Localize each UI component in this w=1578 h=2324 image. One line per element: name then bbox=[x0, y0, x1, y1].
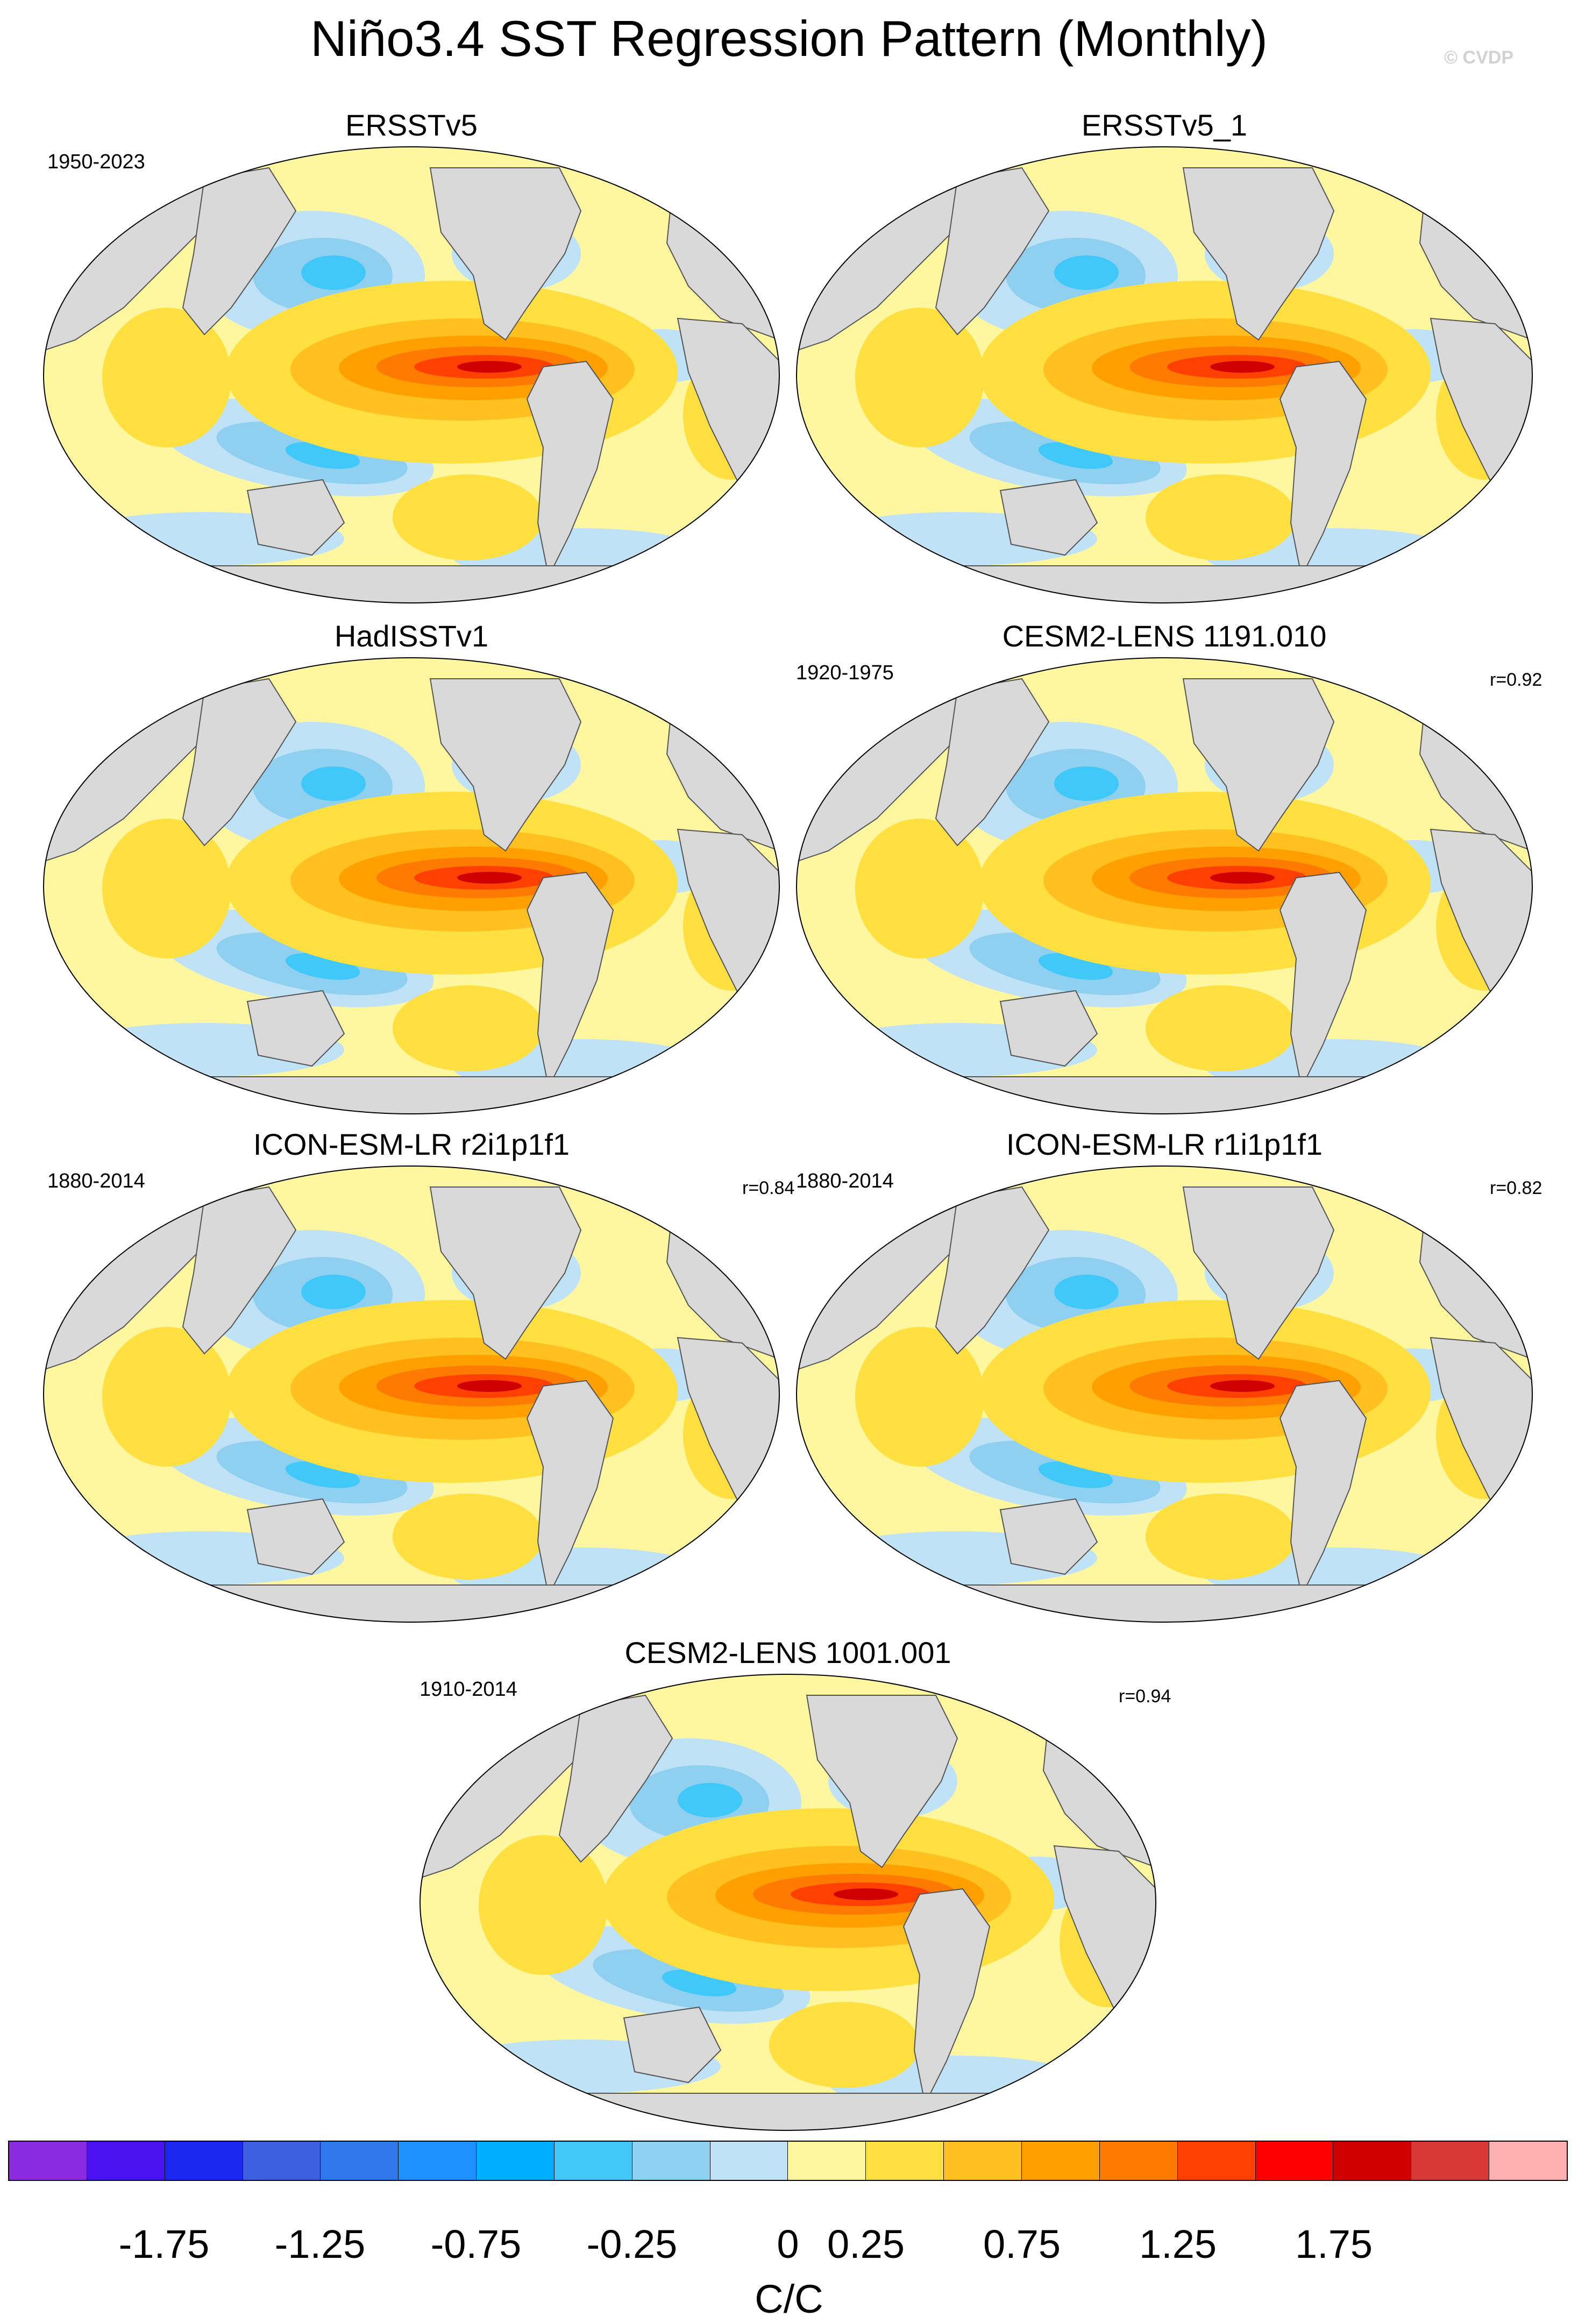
colorbar-swatch bbox=[1021, 2142, 1100, 2180]
figure-title: Niño3.4 SST Regression Pattern (Monthly) bbox=[310, 10, 1268, 67]
panel-title: CESM2-LENS 1191.010 bbox=[1002, 619, 1327, 653]
map-panel: ERSSTv5 bbox=[22, 108, 801, 608]
colorbar-tick-label: 0.75 bbox=[983, 2222, 1061, 2266]
colorbar-tick-label: 0 bbox=[777, 2222, 799, 2266]
colorbar-swatch bbox=[1411, 2142, 1490, 2180]
sst-regression-map bbox=[796, 1165, 1533, 1623]
colorbar-tick-label: 1.75 bbox=[1295, 2222, 1373, 2266]
colorbar-units: C/C bbox=[755, 2277, 823, 2321]
map-panel: CESM2-LENS 1191.010 bbox=[774, 619, 1554, 1119]
colorbar-swatch bbox=[9, 2142, 87, 2180]
panel-title: ERSSTv5_1 bbox=[1081, 108, 1248, 142]
colorbar-tick-label: -1.25 bbox=[274, 2222, 366, 2266]
colorbar-tick-label: -1.75 bbox=[118, 2222, 210, 2266]
colorbar-swatch bbox=[477, 2142, 555, 2180]
colorbar-swatch bbox=[1333, 2142, 1412, 2180]
colorbar-swatch bbox=[788, 2142, 866, 2180]
sst-regression-map bbox=[420, 1674, 1156, 2131]
colorbar-tick-label: -0.75 bbox=[430, 2222, 522, 2266]
panel-title: HadISSTv1 bbox=[334, 619, 489, 653]
colorbar bbox=[8, 2141, 1568, 2181]
pattern-correlation: r=0.94 bbox=[1119, 1686, 1171, 1707]
colorbar-swatch bbox=[165, 2142, 243, 2180]
panel-period: 1880-2014 bbox=[796, 1170, 894, 1192]
map-panel: ICON-ESM-LR r1i1p1f1 bbox=[774, 1127, 1554, 1627]
pattern-correlation: r=0.84 bbox=[742, 1178, 795, 1198]
colorbar-swatch bbox=[1255, 2142, 1334, 2180]
sst-regression-map bbox=[43, 657, 780, 1114]
sst-regression-map bbox=[796, 657, 1533, 1114]
colorbar-tick-label: 1.25 bbox=[1139, 2222, 1217, 2266]
sst-regression-map bbox=[796, 146, 1533, 603]
colorbar-swatch bbox=[87, 2142, 165, 2180]
panel-title: ICON-ESM-LR r1i1p1f1 bbox=[1006, 1127, 1323, 1161]
pattern-correlation: r=0.82 bbox=[1490, 1178, 1543, 1198]
map-panel: CESM2-LENS 1001.001 bbox=[398, 1635, 1178, 2135]
pattern-correlation: r=0.92 bbox=[1490, 670, 1543, 690]
panel-period: 1950-2023 bbox=[47, 151, 145, 173]
colorbar-swatch bbox=[1099, 2142, 1178, 2180]
colorbar-swatch bbox=[1489, 2142, 1567, 2180]
colorbar-swatch bbox=[554, 2142, 632, 2180]
panel-title: CESM2-LENS 1001.001 bbox=[624, 1636, 951, 1669]
colorbar-swatch bbox=[866, 2142, 944, 2180]
panel-period: 1910-2014 bbox=[420, 1678, 517, 1701]
colorbar-swatch bbox=[1177, 2142, 1256, 2180]
colorbar-tick-label: -0.25 bbox=[586, 2222, 678, 2266]
colorbar-swatch bbox=[399, 2142, 477, 2180]
panel-title: ICON-ESM-LR r2i1p1f1 bbox=[253, 1127, 570, 1161]
panel-title: ERSSTv5 bbox=[345, 108, 478, 142]
panel-period: 1880-2014 bbox=[47, 1170, 145, 1192]
sst-regression-map bbox=[43, 146, 780, 603]
colorbar-swatch bbox=[243, 2142, 321, 2180]
sst-regression-map bbox=[43, 1165, 780, 1623]
map-panel: ICON-ESM-LR r2i1p1f1 bbox=[22, 1127, 801, 1627]
colorbar-swatch bbox=[321, 2142, 399, 2180]
colorbar-tick-label: 0.25 bbox=[827, 2222, 905, 2266]
cvdp-watermark: © CVDP bbox=[1444, 47, 1513, 68]
map-panel: HadISSTv1 bbox=[22, 619, 801, 1119]
panel-period: 1920-1975 bbox=[796, 662, 894, 684]
colorbar-swatch bbox=[944, 2142, 1022, 2180]
colorbar-swatch bbox=[632, 2142, 710, 2180]
colorbar-swatch bbox=[710, 2142, 788, 2180]
map-panel: ERSSTv5_1 bbox=[774, 108, 1554, 608]
